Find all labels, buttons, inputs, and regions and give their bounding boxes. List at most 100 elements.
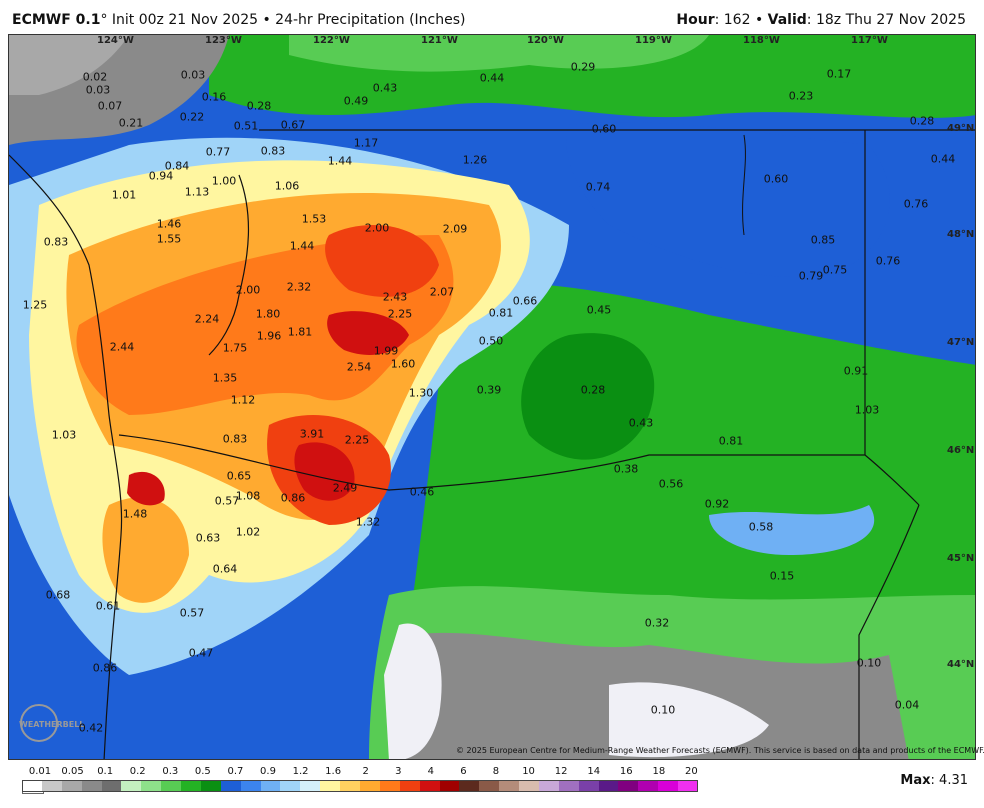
legend-swatch bbox=[41, 780, 63, 792]
legend-swatch bbox=[558, 780, 580, 792]
legend-swatch bbox=[121, 780, 142, 792]
lon-label: 124°W bbox=[97, 35, 134, 46]
precip-value-label: 0.92 bbox=[704, 497, 730, 511]
precip-value-label: 2.07 bbox=[429, 285, 455, 299]
legend-swatch bbox=[658, 780, 679, 792]
legend-tick-label: 2 bbox=[362, 766, 369, 777]
lat-label: 49°N bbox=[947, 123, 975, 134]
precip-region-darkred-coast bbox=[127, 471, 165, 506]
legend-swatch bbox=[141, 780, 162, 792]
precip-value-label: 1.03 bbox=[854, 403, 880, 417]
legend-tick-label: 0.7 bbox=[227, 766, 244, 777]
precip-value-label: 0.29 bbox=[570, 60, 596, 74]
precip-value-label: 1.02 bbox=[235, 525, 261, 539]
lat-label: 45°N bbox=[947, 553, 975, 564]
legend-tick-label: 18 bbox=[652, 766, 666, 777]
title-left: ECMWF 0.1° Init 00z 21 Nov 2025 • 24-hr … bbox=[12, 12, 465, 28]
legend-tick-label: 4 bbox=[427, 766, 435, 777]
precip-value-label: 0.91 bbox=[843, 364, 869, 378]
lat-label: 46°N bbox=[947, 445, 975, 456]
precip-value-label: 3.91 bbox=[299, 427, 325, 441]
legend-swatch bbox=[200, 780, 222, 792]
precip-value-label: 2.44 bbox=[109, 340, 135, 354]
coastline bbox=[9, 154, 123, 759]
precip-region-darkred bbox=[294, 442, 355, 501]
legend-swatch bbox=[379, 780, 401, 792]
lat-label: 44°N bbox=[947, 659, 975, 670]
precip-region-blue-ne bbox=[566, 122, 890, 277]
precip-value-label: 1.26 bbox=[462, 153, 488, 167]
legend-swatch bbox=[618, 780, 639, 792]
title-right: Hour: 162 • Valid: 18z Thu 27 Nov 2025 bbox=[676, 12, 966, 28]
precip-value-label: 0.39 bbox=[476, 383, 502, 397]
legend-tick-label: 16 bbox=[619, 766, 633, 777]
legend-swatch bbox=[181, 780, 202, 792]
precip-value-label: 0.58 bbox=[748, 520, 774, 534]
precip-value-label: 0.66 bbox=[512, 294, 538, 308]
lon-label: 119°W bbox=[635, 35, 672, 46]
legend-frame bbox=[22, 780, 698, 792]
legend-swatch bbox=[280, 780, 301, 792]
legend-swatch bbox=[399, 780, 421, 792]
legend-tick-label: 8 bbox=[492, 766, 500, 777]
header-bar: ECMWF 0.1° Init 00z 21 Nov 2025 • 24-hr … bbox=[0, 0, 984, 34]
precip-value-label: 0.51 bbox=[233, 119, 259, 133]
precip-value-label: 2.00 bbox=[364, 221, 390, 235]
precip-region-north-light bbox=[289, 35, 709, 72]
precip-value-label: 0.85 bbox=[810, 233, 836, 247]
legend-swatch bbox=[598, 780, 619, 792]
legend-swatch bbox=[499, 780, 520, 792]
precip-value-label: 1.25 bbox=[22, 298, 48, 312]
precip-value-label: 0.45 bbox=[586, 303, 612, 317]
puget-sound bbox=[208, 174, 250, 356]
precip-region-darkgreen bbox=[521, 333, 655, 460]
legend-tick-label: 0.3 bbox=[162, 766, 179, 777]
precip-value-label: 2.49 bbox=[332, 481, 358, 495]
precip-value-label: 0.28 bbox=[580, 383, 606, 397]
precip-value-label: 1.08 bbox=[235, 489, 261, 503]
precip-region-orange-coast bbox=[102, 497, 189, 603]
precip-value-label: 1.96 bbox=[256, 329, 282, 343]
precip-value-label: 1.12 bbox=[230, 393, 256, 407]
legend-tick-label: 0.5 bbox=[194, 766, 211, 777]
precip-value-label: 0.10 bbox=[856, 656, 882, 670]
lon-label: 120°W bbox=[527, 35, 564, 46]
precipitation-map[interactable]: WEATHERBELL 124°W 123°W 122°W 121°W 120°… bbox=[8, 34, 976, 760]
precip-value-label: 1.46 bbox=[156, 217, 182, 231]
precip-value-label: 0.83 bbox=[260, 144, 286, 158]
legend-tick-label: 0.9 bbox=[260, 766, 276, 777]
precip-value-label: 0.50 bbox=[478, 334, 504, 348]
precip-value-label: 2.25 bbox=[387, 307, 413, 321]
precip-value-label: 0.44 bbox=[930, 152, 956, 166]
precip-value-label: 1.81 bbox=[287, 325, 313, 339]
lon-label: 121°W bbox=[421, 35, 458, 46]
lon-label: 118°W bbox=[743, 35, 780, 46]
precip-value-label: 2.32 bbox=[286, 280, 312, 294]
precip-value-label: 0.04 bbox=[894, 698, 920, 712]
precip-value-label: 0.68 bbox=[45, 588, 71, 602]
precip-value-label: 0.43 bbox=[372, 81, 398, 95]
legend-tick-label: 14 bbox=[587, 766, 601, 777]
precip-value-label: 0.03 bbox=[85, 83, 111, 97]
precip-value-label: 0.61 bbox=[95, 599, 121, 613]
precip-value-label: 2.54 bbox=[346, 360, 372, 374]
precip-value-label: 1.06 bbox=[274, 179, 300, 193]
precip-value-label: 0.65 bbox=[226, 469, 252, 483]
legend-tick-label: 3 bbox=[395, 766, 402, 777]
precip-value-label: 0.46 bbox=[409, 485, 435, 499]
precip-value-label: 0.94 bbox=[148, 169, 174, 183]
legend-swatch bbox=[479, 780, 500, 792]
precip-value-label: 0.76 bbox=[903, 197, 929, 211]
precip-value-label: 0.42 bbox=[78, 721, 104, 735]
legend-colorbar: 0.01 0.05 0.1 0.2 0.3 0.5 0.7 0.9 1.2 1.6 2 3 4 6 8 10 1… bbox=[22, 764, 702, 804]
legend-swatch bbox=[419, 780, 441, 792]
precip-value-label: 2.25 bbox=[344, 433, 370, 447]
precip-value-label: 1.48 bbox=[122, 507, 148, 521]
max-label: Max bbox=[900, 773, 931, 788]
precip-value-label: 1.35 bbox=[212, 371, 238, 385]
precip-value-label: 1.99 bbox=[373, 344, 399, 358]
hour-label: Hour bbox=[676, 12, 715, 28]
init-text: ° Init 00z 21 Nov 2025 • 24-hr Precipita… bbox=[100, 12, 466, 28]
legend-swatch bbox=[161, 780, 182, 792]
hour-value: : 162 • bbox=[714, 12, 768, 28]
